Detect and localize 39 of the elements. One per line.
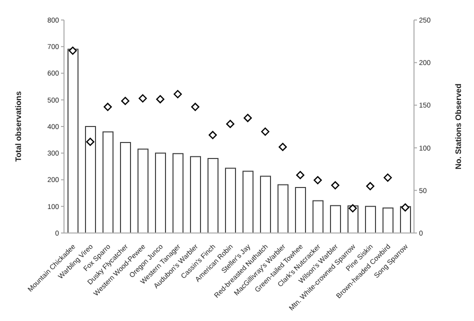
point xyxy=(104,102,112,112)
point xyxy=(86,138,94,146)
bar xyxy=(312,200,324,233)
point xyxy=(68,46,77,55)
bar xyxy=(120,142,131,233)
point xyxy=(366,182,374,190)
bar xyxy=(365,206,376,233)
bar xyxy=(102,131,114,233)
y-axis-title: Total observations xyxy=(14,90,23,162)
point xyxy=(261,128,270,136)
bar xyxy=(138,148,148,233)
bar xyxy=(295,186,306,233)
point xyxy=(331,181,340,190)
bar xyxy=(85,126,96,233)
bar xyxy=(242,170,254,233)
point xyxy=(138,94,147,102)
point xyxy=(244,114,252,122)
bar xyxy=(330,205,341,233)
point xyxy=(348,204,357,212)
point xyxy=(156,95,164,104)
point xyxy=(226,120,234,128)
point xyxy=(401,203,410,212)
point xyxy=(191,102,200,112)
bar xyxy=(172,153,184,233)
point xyxy=(384,174,392,182)
point xyxy=(121,96,130,106)
y2-axis-title: No. Stations Observed xyxy=(454,83,463,170)
bar xyxy=(190,156,201,233)
bar xyxy=(278,184,288,233)
bar xyxy=(260,176,271,233)
bar xyxy=(225,168,236,233)
point xyxy=(208,130,217,140)
point xyxy=(174,90,182,98)
bar xyxy=(382,207,394,233)
bar xyxy=(155,152,166,233)
point xyxy=(278,142,287,152)
bar xyxy=(208,158,218,233)
point xyxy=(296,170,304,180)
point xyxy=(314,176,322,184)
